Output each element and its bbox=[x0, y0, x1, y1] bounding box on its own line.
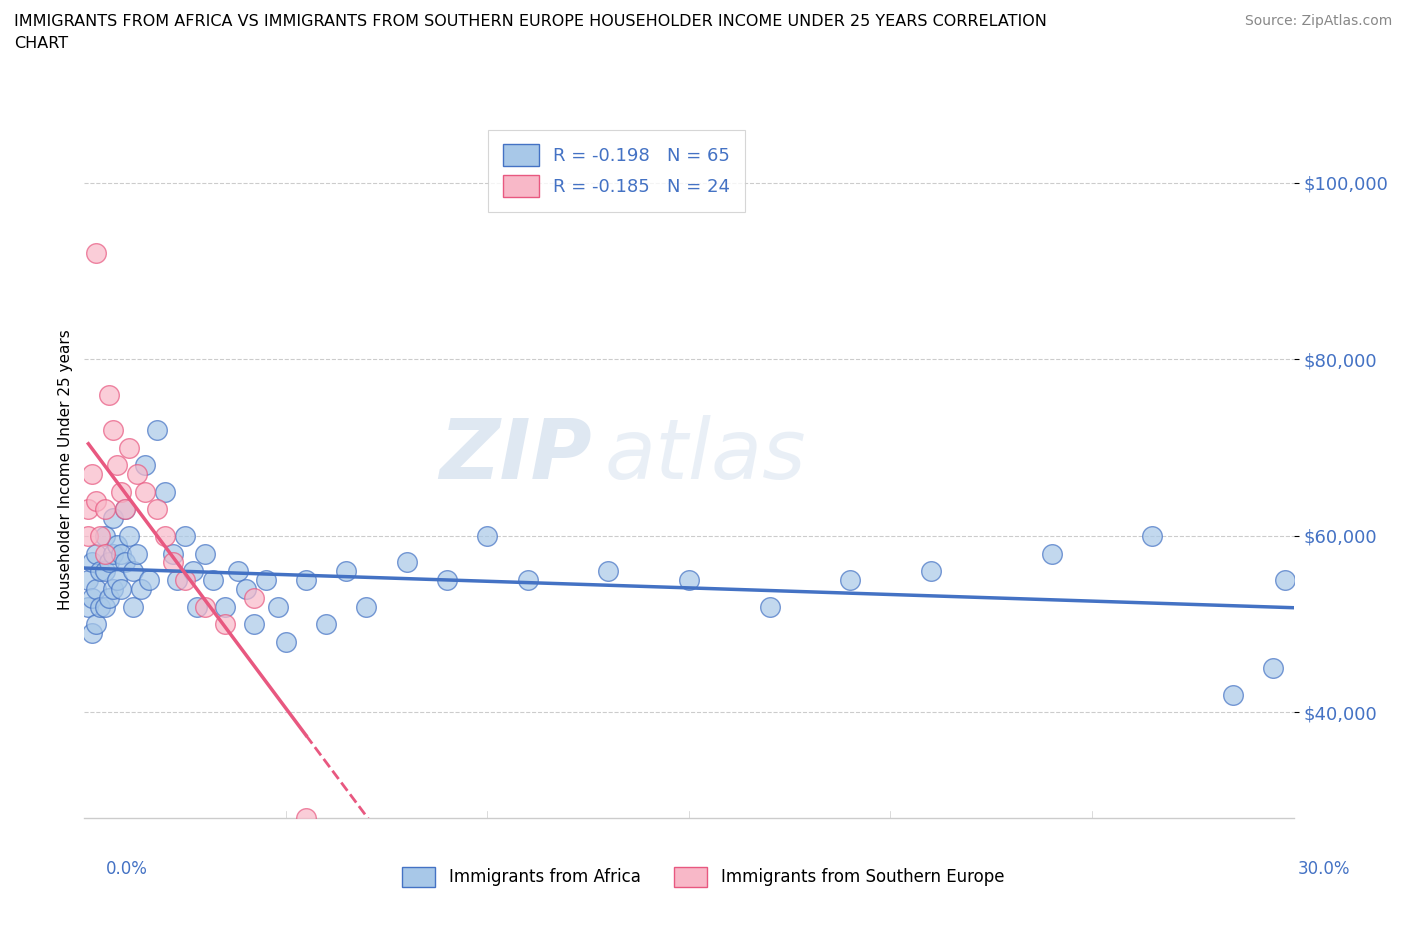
Point bbox=[114, 502, 136, 517]
Point bbox=[1222, 687, 1244, 702]
Point bbox=[121, 564, 143, 578]
Point bbox=[153, 528, 176, 543]
Point bbox=[101, 581, 124, 596]
Point bbox=[242, 617, 264, 631]
Point bbox=[86, 581, 108, 596]
Point bbox=[82, 591, 104, 605]
Point bbox=[97, 591, 120, 605]
Point bbox=[118, 528, 141, 543]
Point bbox=[93, 564, 115, 578]
Point bbox=[214, 599, 236, 614]
Legend: Immigrants from Africa, Immigrants from Southern Europe: Immigrants from Africa, Immigrants from … bbox=[395, 860, 1011, 894]
Point bbox=[101, 422, 124, 437]
Point bbox=[186, 599, 208, 614]
Point bbox=[86, 493, 108, 508]
Point bbox=[274, 634, 297, 649]
Point bbox=[97, 555, 120, 570]
Point bbox=[105, 573, 128, 588]
Point bbox=[138, 573, 160, 588]
Point bbox=[93, 528, 115, 543]
Point bbox=[82, 555, 104, 570]
Point bbox=[134, 485, 156, 499]
Point bbox=[477, 528, 499, 543]
Point bbox=[194, 599, 217, 614]
Text: ZIP: ZIP bbox=[440, 415, 592, 497]
Point bbox=[235, 581, 257, 596]
Point bbox=[166, 573, 188, 588]
Point bbox=[125, 546, 148, 561]
Point bbox=[598, 564, 620, 578]
Point bbox=[267, 599, 290, 614]
Text: IMMIGRANTS FROM AFRICA VS IMMIGRANTS FROM SOUTHERN EUROPE HOUSEHOLDER INCOME UND: IMMIGRANTS FROM AFRICA VS IMMIGRANTS FRO… bbox=[14, 14, 1047, 51]
Point bbox=[86, 246, 108, 260]
Point bbox=[162, 546, 184, 561]
Point bbox=[125, 467, 148, 482]
Point bbox=[114, 555, 136, 570]
Point bbox=[1142, 528, 1164, 543]
Point bbox=[174, 528, 197, 543]
Point bbox=[758, 599, 780, 614]
Point bbox=[153, 485, 176, 499]
Point bbox=[77, 528, 100, 543]
Point bbox=[242, 591, 264, 605]
Point bbox=[395, 555, 418, 570]
Point bbox=[254, 573, 277, 588]
Text: Source: ZipAtlas.com: Source: ZipAtlas.com bbox=[1244, 14, 1392, 28]
Point bbox=[77, 573, 100, 588]
Text: 0.0%: 0.0% bbox=[105, 860, 148, 878]
Point bbox=[202, 573, 225, 588]
Point bbox=[105, 538, 128, 552]
Text: 30.0%: 30.0% bbox=[1298, 860, 1350, 878]
Point bbox=[146, 502, 169, 517]
Point bbox=[162, 555, 184, 570]
Point bbox=[1274, 573, 1296, 588]
Point bbox=[678, 573, 700, 588]
Point bbox=[436, 573, 458, 588]
Point bbox=[295, 811, 318, 826]
Point bbox=[920, 564, 942, 578]
Point bbox=[110, 485, 132, 499]
Point bbox=[77, 599, 100, 614]
Point bbox=[194, 546, 217, 561]
Point bbox=[86, 546, 108, 561]
Point bbox=[101, 546, 124, 561]
Point bbox=[295, 573, 318, 588]
Point bbox=[97, 387, 120, 402]
Point bbox=[86, 617, 108, 631]
Text: atlas: atlas bbox=[605, 415, 806, 497]
Point bbox=[82, 467, 104, 482]
Point bbox=[226, 564, 249, 578]
Point bbox=[89, 564, 111, 578]
Y-axis label: Householder Income Under 25 years: Householder Income Under 25 years bbox=[58, 329, 73, 610]
Point bbox=[839, 573, 862, 588]
Point bbox=[82, 626, 104, 641]
Point bbox=[335, 564, 357, 578]
Point bbox=[114, 502, 136, 517]
Point bbox=[315, 617, 337, 631]
Point bbox=[174, 573, 197, 588]
Point bbox=[1263, 661, 1285, 676]
Point bbox=[101, 511, 124, 525]
Point bbox=[105, 458, 128, 472]
Point bbox=[129, 581, 152, 596]
Point bbox=[146, 422, 169, 437]
Point bbox=[93, 599, 115, 614]
Point bbox=[89, 599, 111, 614]
Point bbox=[77, 502, 100, 517]
Point bbox=[356, 599, 378, 614]
Point bbox=[89, 528, 111, 543]
Point bbox=[1040, 546, 1063, 561]
Point bbox=[93, 502, 115, 517]
Point bbox=[134, 458, 156, 472]
Point bbox=[181, 564, 204, 578]
Point bbox=[118, 440, 141, 455]
Point bbox=[121, 599, 143, 614]
Point bbox=[516, 573, 538, 588]
Point bbox=[110, 581, 132, 596]
Legend: R = -0.198   N = 65, R = -0.185   N = 24: R = -0.198 N = 65, R = -0.185 N = 24 bbox=[488, 130, 745, 212]
Point bbox=[214, 617, 236, 631]
Point bbox=[110, 546, 132, 561]
Point bbox=[93, 546, 115, 561]
